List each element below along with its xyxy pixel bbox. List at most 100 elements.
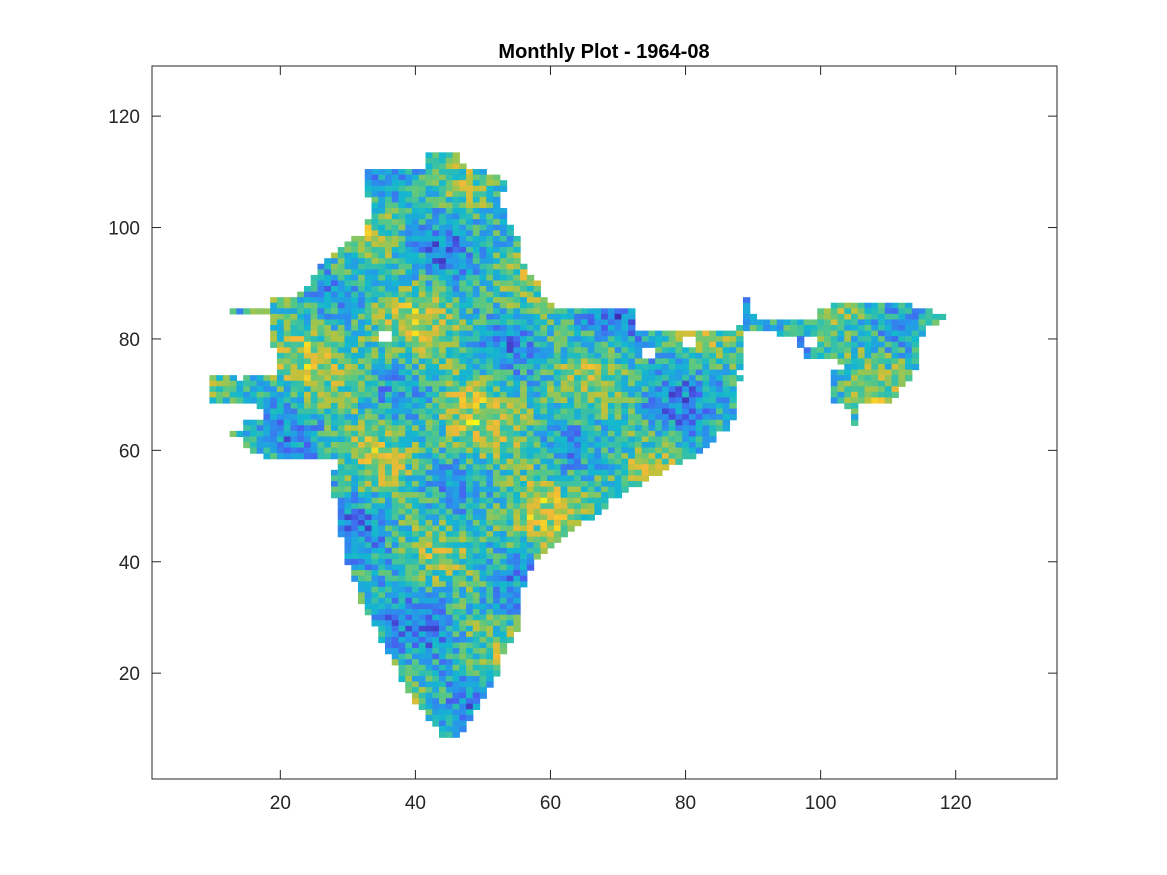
heatmap-cell bbox=[364, 525, 373, 532]
heatmap-cell bbox=[270, 436, 278, 443]
heatmap-cell bbox=[283, 325, 292, 332]
heatmap-cell bbox=[668, 403, 677, 410]
heatmap-cell bbox=[364, 169, 373, 176]
heatmap-cell bbox=[790, 319, 798, 326]
heatmap-cell bbox=[587, 313, 595, 321]
heatmap-cell bbox=[418, 486, 427, 493]
heatmap-cell bbox=[493, 414, 501, 421]
heatmap-cell bbox=[466, 269, 474, 276]
heatmap-cell bbox=[452, 570, 460, 577]
heatmap-cell bbox=[580, 319, 589, 326]
heatmap-cell bbox=[688, 347, 697, 354]
heatmap-cell bbox=[628, 358, 636, 365]
heatmap-cell bbox=[844, 397, 852, 404]
heatmap-cell bbox=[412, 531, 420, 538]
heatmap-cell bbox=[830, 308, 839, 315]
heatmap-cell bbox=[459, 391, 467, 399]
heatmap-cell bbox=[344, 352, 352, 360]
heatmap-cell bbox=[540, 325, 548, 332]
heatmap-cell bbox=[432, 709, 440, 716]
heatmap-cell bbox=[898, 375, 906, 382]
heatmap-cell bbox=[330, 480, 339, 488]
heatmap-cell bbox=[499, 469, 508, 477]
heatmap-cell bbox=[344, 369, 352, 376]
heatmap-cell bbox=[385, 274, 393, 282]
heatmap-cell bbox=[621, 319, 629, 326]
heatmap-cell bbox=[688, 352, 697, 360]
heatmap-cell bbox=[587, 358, 595, 365]
heatmap-cell bbox=[634, 330, 643, 337]
heatmap-cell bbox=[385, 185, 393, 192]
heatmap-cell bbox=[472, 336, 481, 343]
heatmap-cell bbox=[330, 414, 339, 421]
heatmap-cell bbox=[898, 352, 906, 360]
heatmap-cell bbox=[634, 369, 643, 376]
heatmap-cell bbox=[513, 609, 521, 616]
heatmap-cell bbox=[472, 196, 481, 204]
heatmap-cell bbox=[594, 469, 602, 477]
heatmap-cell bbox=[634, 347, 643, 354]
heatmap-cell bbox=[682, 369, 690, 376]
heatmap-cell bbox=[526, 425, 535, 432]
heatmap-cell bbox=[297, 297, 305, 304]
heatmap-cell bbox=[472, 358, 481, 365]
heatmap-cell bbox=[425, 486, 433, 493]
heatmap-cell bbox=[378, 475, 386, 482]
heatmap-cell bbox=[412, 169, 420, 176]
heatmap-cell bbox=[303, 352, 312, 360]
heatmap-cell bbox=[391, 230, 400, 237]
heatmap-cell bbox=[580, 397, 589, 404]
heatmap-cell bbox=[506, 224, 514, 231]
heatmap-cell bbox=[526, 453, 535, 460]
heatmap-cell bbox=[412, 224, 420, 231]
heatmap-cell bbox=[418, 503, 427, 510]
heatmap-cell bbox=[878, 330, 886, 337]
heatmap-cell bbox=[560, 430, 568, 438]
heatmap-cell bbox=[526, 469, 535, 477]
heatmap-cell bbox=[459, 648, 467, 655]
heatmap-cell bbox=[276, 403, 285, 410]
heatmap-cell bbox=[330, 291, 339, 298]
heatmap-cell bbox=[506, 280, 514, 287]
heatmap-cell bbox=[891, 319, 899, 326]
heatmap-cell bbox=[499, 419, 508, 426]
heatmap-cell bbox=[486, 364, 494, 371]
heatmap-cell bbox=[371, 358, 379, 365]
heatmap-cell bbox=[459, 519, 467, 527]
heatmap-cell bbox=[634, 336, 643, 343]
heatmap-cell bbox=[587, 442, 595, 449]
heatmap-cell bbox=[857, 319, 866, 326]
heatmap-cell bbox=[310, 347, 319, 354]
heatmap-cell bbox=[513, 442, 521, 449]
heatmap-cell bbox=[871, 330, 879, 337]
heatmap-cell bbox=[493, 464, 501, 471]
heatmap-cell bbox=[425, 224, 433, 231]
heatmap-cell bbox=[520, 570, 528, 577]
heatmap-cell bbox=[452, 180, 460, 187]
heatmap-cell bbox=[405, 347, 413, 354]
heatmap-cell bbox=[499, 380, 508, 387]
heatmap-cell bbox=[297, 380, 305, 387]
heatmap-cell bbox=[432, 497, 440, 504]
heatmap-cell bbox=[357, 352, 366, 360]
heatmap-cell bbox=[817, 325, 825, 332]
heatmap-cell bbox=[364, 581, 373, 588]
heatmap-cell bbox=[364, 575, 373, 582]
heatmap-cell bbox=[466, 508, 474, 516]
heatmap-cell bbox=[398, 564, 406, 571]
heatmap-cell bbox=[439, 213, 447, 220]
heatmap-cell bbox=[398, 391, 406, 399]
heatmap-cell bbox=[317, 364, 325, 371]
heatmap-cell bbox=[540, 358, 548, 365]
heatmap-cell bbox=[439, 447, 447, 454]
heatmap-cell bbox=[493, 542, 501, 549]
heatmap-cell bbox=[357, 575, 366, 582]
heatmap-cell bbox=[276, 369, 285, 376]
heatmap-cell bbox=[594, 464, 602, 471]
heatmap-cell bbox=[466, 558, 474, 566]
heatmap-cell bbox=[364, 174, 373, 181]
heatmap-cell bbox=[472, 480, 481, 488]
heatmap-cell bbox=[472, 213, 481, 220]
heatmap-cell bbox=[364, 263, 373, 270]
heatmap-cell bbox=[540, 330, 548, 337]
